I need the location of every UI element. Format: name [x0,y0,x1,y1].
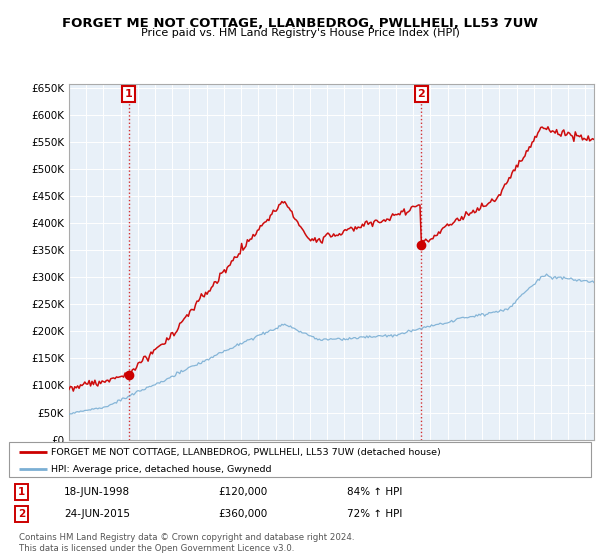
Text: 18-JUN-1998: 18-JUN-1998 [64,487,130,497]
Text: £120,000: £120,000 [218,487,268,497]
Text: FORGET ME NOT COTTAGE, LLANBEDROG, PWLLHELI, LL53 7UW: FORGET ME NOT COTTAGE, LLANBEDROG, PWLLH… [62,17,538,30]
Text: 2: 2 [418,89,425,99]
Text: FORGET ME NOT COTTAGE, LLANBEDROG, PWLLHELI, LL53 7UW (detached house): FORGET ME NOT COTTAGE, LLANBEDROG, PWLLH… [51,447,440,456]
Text: 1: 1 [18,487,25,497]
Text: HPI: Average price, detached house, Gwynedd: HPI: Average price, detached house, Gwyn… [51,465,271,474]
Text: Contains HM Land Registry data © Crown copyright and database right 2024.
This d: Contains HM Land Registry data © Crown c… [19,533,355,553]
Text: 1: 1 [125,89,133,99]
Text: 84% ↑ HPI: 84% ↑ HPI [347,487,402,497]
Text: 2: 2 [18,509,25,519]
Text: 24-JUN-2015: 24-JUN-2015 [64,509,130,519]
Text: 72% ↑ HPI: 72% ↑ HPI [347,509,402,519]
Text: £360,000: £360,000 [218,509,268,519]
Text: Price paid vs. HM Land Registry's House Price Index (HPI): Price paid vs. HM Land Registry's House … [140,28,460,38]
